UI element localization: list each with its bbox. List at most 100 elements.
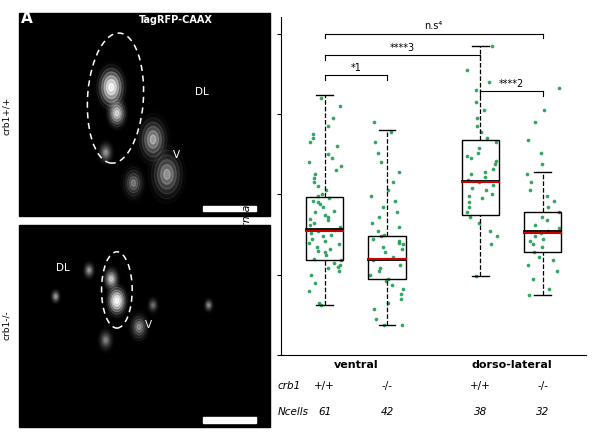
Point xyxy=(378,243,388,250)
Point xyxy=(473,149,482,156)
Point xyxy=(306,271,316,278)
Point xyxy=(305,139,314,146)
Circle shape xyxy=(103,148,108,157)
Text: ****3: ****3 xyxy=(390,43,415,53)
Point xyxy=(554,225,563,232)
Point xyxy=(488,181,498,188)
Circle shape xyxy=(139,118,167,161)
Circle shape xyxy=(100,331,111,349)
Point xyxy=(486,241,496,248)
Point xyxy=(529,276,538,283)
Circle shape xyxy=(115,298,118,303)
Point xyxy=(487,42,496,49)
Point xyxy=(310,255,319,262)
Point xyxy=(468,184,477,191)
Point xyxy=(374,214,384,221)
Point xyxy=(394,168,404,175)
Point xyxy=(523,136,533,143)
Circle shape xyxy=(53,293,58,300)
Circle shape xyxy=(107,285,127,317)
Point xyxy=(316,95,325,102)
Circle shape xyxy=(88,269,90,272)
Point xyxy=(309,219,318,226)
Circle shape xyxy=(142,122,164,157)
Point xyxy=(374,267,384,274)
Point xyxy=(471,99,480,106)
Point xyxy=(394,223,404,230)
Circle shape xyxy=(132,316,146,338)
Point xyxy=(310,179,319,186)
Point xyxy=(472,123,482,129)
Point xyxy=(478,195,487,202)
Point xyxy=(392,209,402,216)
Point xyxy=(542,193,552,200)
Point xyxy=(466,171,475,178)
Point xyxy=(543,203,552,210)
Circle shape xyxy=(107,79,116,95)
Point xyxy=(525,187,535,194)
Circle shape xyxy=(155,155,179,194)
Circle shape xyxy=(150,300,156,310)
Circle shape xyxy=(108,275,114,283)
Circle shape xyxy=(110,290,124,312)
Text: DL: DL xyxy=(56,263,69,273)
Point xyxy=(536,230,545,237)
Point xyxy=(305,221,315,228)
Point xyxy=(375,265,385,272)
Point xyxy=(320,211,330,218)
Point xyxy=(530,119,540,126)
Text: TagRFP-CAAX: TagRFP-CAAX xyxy=(139,15,213,25)
Circle shape xyxy=(107,272,115,286)
Circle shape xyxy=(104,150,107,155)
FancyBboxPatch shape xyxy=(20,225,270,427)
Point xyxy=(523,262,533,269)
Point xyxy=(374,149,383,156)
Point xyxy=(318,191,327,198)
Point xyxy=(366,193,376,200)
Circle shape xyxy=(96,64,126,110)
Point xyxy=(465,203,474,210)
Point xyxy=(336,225,345,232)
Point xyxy=(321,187,330,194)
Point xyxy=(335,262,345,269)
Point xyxy=(373,227,382,234)
Circle shape xyxy=(110,102,124,124)
Text: 42: 42 xyxy=(380,407,394,417)
Point xyxy=(381,249,390,256)
Point xyxy=(330,226,340,233)
Point xyxy=(539,106,549,113)
Point xyxy=(310,279,319,286)
Point xyxy=(366,271,375,278)
Point xyxy=(330,207,339,214)
Circle shape xyxy=(150,135,156,144)
Circle shape xyxy=(112,105,122,122)
Point xyxy=(474,179,484,186)
Point xyxy=(390,198,400,204)
Point xyxy=(384,276,393,283)
Point xyxy=(308,198,317,204)
Point xyxy=(397,245,407,252)
Point xyxy=(304,239,314,246)
Point xyxy=(395,262,405,269)
Point xyxy=(386,128,395,135)
Point xyxy=(480,173,490,180)
Point xyxy=(530,233,540,240)
Point xyxy=(465,214,475,221)
Point xyxy=(326,231,336,238)
Circle shape xyxy=(205,300,212,310)
Point xyxy=(552,267,561,274)
Circle shape xyxy=(108,100,126,127)
Circle shape xyxy=(103,336,108,344)
Point xyxy=(323,123,333,129)
Circle shape xyxy=(109,83,114,91)
Point xyxy=(398,241,407,248)
Point xyxy=(318,233,327,240)
Circle shape xyxy=(114,108,120,119)
Text: DL: DL xyxy=(195,87,208,96)
Circle shape xyxy=(108,287,126,314)
Point xyxy=(394,238,403,245)
Bar xyxy=(462,140,499,215)
Circle shape xyxy=(164,170,170,179)
Circle shape xyxy=(136,322,143,332)
Point xyxy=(537,243,546,250)
